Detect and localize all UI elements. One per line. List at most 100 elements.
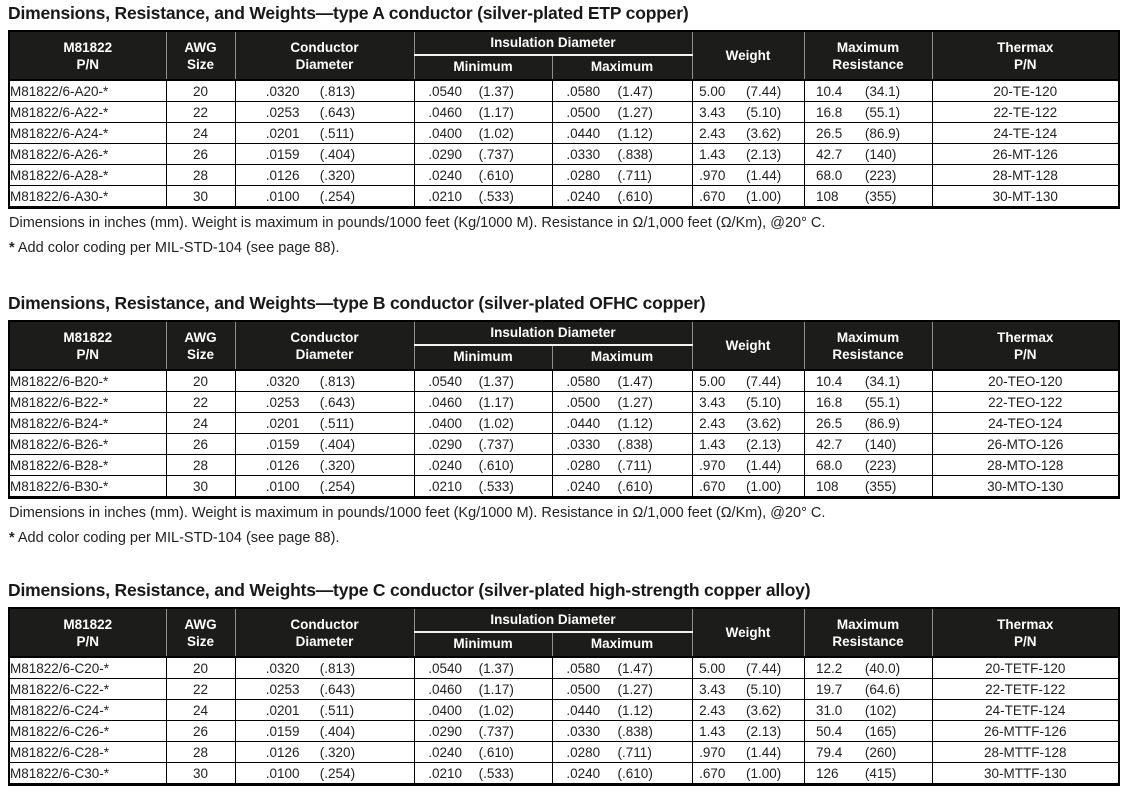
value-mm: (1.12): [617, 125, 653, 141]
header-thermax: Thermax P/N: [931, 31, 1119, 80]
value-inches: .0201: [265, 125, 300, 141]
cell-cond: .0159 (.404): [234, 143, 415, 165]
cell-cond: .0253 (.643): [234, 678, 415, 700]
cell-ins_min: .0460 (1.17): [413, 391, 553, 413]
value-pair: 3.43 (5.10): [699, 682, 797, 697]
value-mm: (.320): [319, 744, 356, 760]
value-pair: .0330 (.838): [566, 724, 677, 739]
header-thermax: Thermax P/N: [931, 321, 1119, 370]
cell-ins_min: .0210 (.533): [413, 762, 553, 785]
value-mm: (1.12): [617, 702, 653, 718]
value-pair: 12.2 (40.0): [816, 661, 920, 676]
value-inches: .0440: [566, 702, 601, 718]
cell-awg: 26: [165, 143, 236, 165]
value-inches: .0290: [428, 436, 462, 452]
table-row: M81822/6-C28-* 28.0126 (.320) .0240 (.610) .0…: [8, 741, 1120, 763]
cell-ins_max: .0280 (.711): [551, 164, 693, 186]
cell-resistance: 26.5 (86.9): [803, 412, 933, 434]
value-mm: (.737): [478, 436, 514, 452]
value-inches: .0330: [566, 436, 601, 452]
value-inches: .0320: [265, 373, 300, 389]
cell-cond: .0253 (.643): [234, 391, 415, 413]
value-inches: 108: [815, 478, 839, 494]
value-mm: (.254): [319, 188, 356, 204]
cell-pn: M81822/6-B20-*: [8, 369, 167, 392]
value-pair: 79.4 (260): [816, 745, 920, 760]
value-pair: .0100 (.254): [266, 766, 383, 781]
value-pair: 42.7 (140): [816, 147, 920, 162]
value-mm: (223): [864, 457, 897, 473]
value-pair: .0210 (.533): [428, 479, 538, 494]
value-pair: .0440 (1.12): [566, 416, 677, 431]
value-pair: 50.4 (165): [816, 724, 920, 739]
cell-ins_min: .0210 (.533): [413, 475, 553, 498]
value-pair: .0201 (.511): [266, 416, 383, 431]
cell-ins_min: .0240 (.610): [413, 741, 553, 763]
cell-ins_min: .0290 (.737): [413, 433, 553, 455]
cell-weight: 1.43 (2.13): [691, 720, 805, 742]
value-mm: (1.37): [478, 373, 514, 389]
value-inches: 19.7: [815, 681, 843, 697]
cell-weight: 5.00 (7.44): [691, 369, 805, 392]
value-inches: .0290: [428, 146, 462, 162]
value-inches: .0460: [428, 681, 462, 697]
cell-ins_min: .0240 (.610): [413, 454, 553, 476]
header-ins-minimum: Minimum: [413, 632, 552, 657]
value-pair: .0500 (1.27): [566, 395, 677, 410]
cell-pn: M81822/6-B22-*: [8, 391, 167, 413]
value-mm: (3.62): [746, 415, 782, 431]
value-inches: .0126: [265, 457, 300, 473]
value-mm: (2.13): [746, 723, 782, 739]
table-header: M81822 P/N AWG Size Conductor Diameter I…: [9, 608, 1119, 657]
cell-pn: M81822/6-A30-*: [8, 185, 167, 208]
value-mm: (.711): [617, 744, 652, 760]
value-inches: 2.43: [699, 702, 726, 718]
value-mm: (2.13): [746, 436, 782, 452]
value-pair: .0159 (.404): [266, 724, 383, 739]
table-body: M81822/6-B20-* 20.0320 (.813) .0540 (1.37) .0…: [8, 369, 1120, 498]
cell-ins_min: .0460 (1.17): [413, 101, 553, 123]
value-pair: 10.4 (34.1): [816, 374, 920, 389]
table-row: M81822/6-B24-* 24.0201 (.511) .0400 (1.02) .0…: [8, 412, 1120, 434]
value-mm: (1.27): [617, 681, 653, 697]
value-mm: (1.00): [746, 188, 782, 204]
value-pair: .0400 (1.02): [428, 126, 538, 141]
cell-ins_min: .0460 (1.17): [413, 678, 553, 700]
header-max-resistance: Maximum Resistance: [803, 31, 932, 80]
cell-pn: M81822/6-A20-*: [8, 79, 167, 102]
value-mm: (1.27): [617, 394, 653, 410]
value-pair: .0540 (1.37): [428, 374, 538, 389]
cell-resistance: 10.4 (34.1): [803, 369, 933, 392]
cell-cond: .0201 (.511): [234, 122, 415, 144]
value-mm: (140): [864, 146, 897, 162]
table-row: M81822/6-C30-* 30.0100 (.254) .0210 (.533) .0…: [8, 762, 1120, 785]
value-mm: (1.37): [478, 660, 514, 676]
cell-pn: M81822/6-A26-*: [8, 143, 167, 165]
value-inches: .0500: [566, 104, 601, 120]
value-inches: 126: [815, 765, 839, 781]
value-pair: .0253 (.643): [266, 682, 383, 697]
header-insulation-diameter: Insulation Diameter: [413, 321, 692, 346]
cell-ins_min: .0400 (1.02): [413, 699, 553, 721]
header-conductor-diameter: Conductor Diameter: [234, 608, 414, 657]
cell-awg: 22: [165, 101, 236, 123]
value-pair: 1.43 (2.13): [699, 724, 797, 739]
cell-ins_max: .0500 (1.27): [551, 678, 693, 700]
table-row: M81822/6-B30-* 30.0100 (.254) .0210 (.533) .0…: [8, 475, 1120, 498]
value-mm: (.813): [319, 83, 356, 99]
value-inches: .0240: [566, 765, 601, 781]
cell-awg: 28: [165, 741, 236, 763]
cell-awg: 28: [165, 164, 236, 186]
cell-pn: M81822/6-B30-*: [8, 475, 167, 498]
cell-ins_max: .0500 (1.27): [551, 391, 693, 413]
value-inches: .0580: [566, 83, 601, 99]
value-mm: (.711): [617, 167, 652, 183]
value-pair: .0500 (1.27): [566, 105, 677, 120]
cell-awg: 30: [165, 475, 236, 498]
value-inches: 5.00: [699, 373, 726, 389]
cell-resistance: 26.5 (86.9): [803, 122, 933, 144]
cell-thermax: 26-MTO-126: [931, 433, 1120, 455]
value-inches: 1.43: [699, 723, 726, 739]
header-resistance-line1: Maximum: [836, 329, 900, 345]
